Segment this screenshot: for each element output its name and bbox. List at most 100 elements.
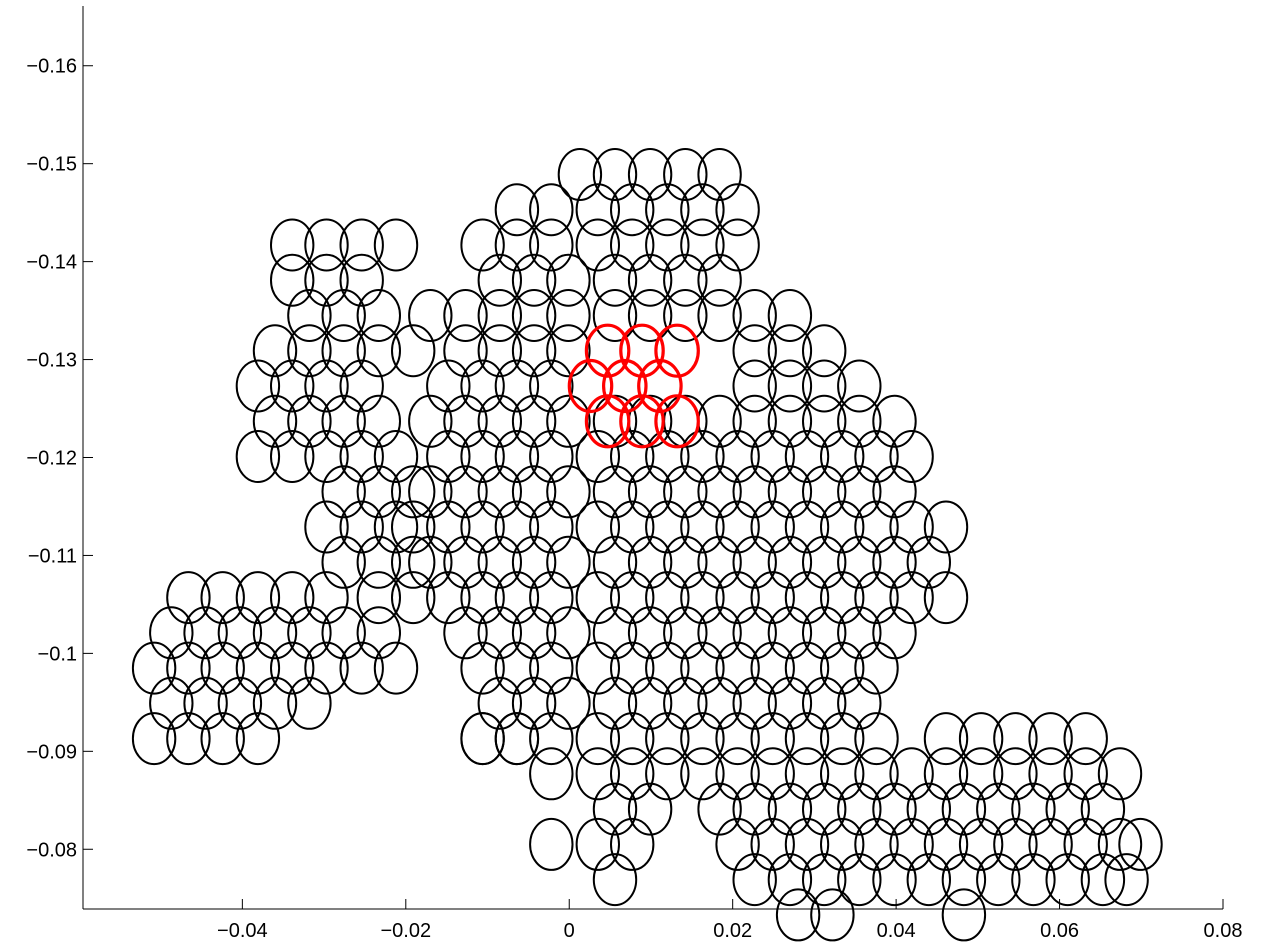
circle-point xyxy=(592,606,638,660)
circle-point xyxy=(854,430,899,483)
circle-point xyxy=(820,817,865,871)
circle-point xyxy=(680,641,725,695)
circle-point xyxy=(627,606,673,660)
circle-point xyxy=(993,747,1038,801)
circle-point xyxy=(715,218,760,272)
circle-point xyxy=(477,289,522,342)
circle-point xyxy=(339,253,384,307)
circle-point xyxy=(802,782,847,836)
circle-point xyxy=(321,465,366,519)
circle-point xyxy=(872,853,917,907)
circle-point xyxy=(575,712,620,766)
circle-point xyxy=(494,359,540,413)
circle-point xyxy=(356,394,401,448)
circle-point xyxy=(511,324,557,378)
circle-point xyxy=(270,430,315,483)
circle-point xyxy=(958,817,1004,871)
x-tick-label: 0.08 xyxy=(1204,920,1243,942)
circle-point xyxy=(750,430,795,483)
circle-point xyxy=(872,535,917,589)
circle-point xyxy=(627,253,673,307)
circle-point xyxy=(391,571,436,625)
circle-point xyxy=(575,430,620,483)
circle-point xyxy=(784,712,830,766)
circle-point xyxy=(356,465,401,519)
circle-point xyxy=(784,571,830,625)
circle-point xyxy=(557,148,603,201)
circle-point xyxy=(1028,712,1073,766)
circle-point xyxy=(494,641,540,695)
circle-point xyxy=(235,430,281,483)
circle-point xyxy=(575,218,620,272)
circle-point xyxy=(627,148,673,201)
circle-point xyxy=(663,253,708,307)
circle-point xyxy=(443,289,488,342)
circle-point xyxy=(784,641,830,695)
circle-point xyxy=(592,289,638,342)
circle-point xyxy=(339,359,384,413)
circle-point xyxy=(958,747,1004,801)
circle-point xyxy=(460,430,505,483)
circle-point xyxy=(304,500,349,554)
circle-point xyxy=(610,571,655,625)
circle-point xyxy=(715,500,760,554)
x-tick-label: 0.06 xyxy=(1040,920,1079,942)
circle-point xyxy=(575,571,620,625)
series-0 xyxy=(131,148,1163,942)
circle-point xyxy=(715,817,760,871)
circle-point xyxy=(200,571,245,625)
x-tick-label: 0.04 xyxy=(877,920,916,942)
y-tick-label: −0.1 xyxy=(38,643,77,665)
circle-point xyxy=(941,888,987,942)
circle-point xyxy=(477,676,522,730)
circle-point xyxy=(287,676,332,730)
circle-point xyxy=(1104,853,1149,907)
circle-point xyxy=(460,641,505,695)
circle-point xyxy=(235,641,281,695)
circle-point xyxy=(339,430,384,483)
circle-point xyxy=(131,712,177,766)
circle-point xyxy=(820,641,865,695)
y-tick-label: −0.15 xyxy=(26,154,77,176)
circle-point xyxy=(511,676,557,730)
circle-point xyxy=(584,323,631,378)
circle-point xyxy=(149,606,194,660)
circle-point xyxy=(837,394,882,448)
circle-point xyxy=(601,358,648,414)
y-tick-label: −0.16 xyxy=(26,56,77,78)
circle-point xyxy=(923,571,969,625)
circle-point xyxy=(837,359,882,413)
circle-point xyxy=(680,218,725,272)
circle-point xyxy=(546,535,591,589)
circle-point xyxy=(680,430,725,483)
circle-point xyxy=(732,465,777,519)
circle-point xyxy=(252,606,298,660)
circle-point xyxy=(645,712,690,766)
circle-point xyxy=(775,888,821,942)
circle-point xyxy=(923,747,969,801)
circle-point xyxy=(546,289,591,342)
circle-point xyxy=(1080,782,1126,836)
circle-point xyxy=(993,712,1038,766)
circle-point xyxy=(443,535,488,589)
circle-point xyxy=(767,324,813,378)
circle-point xyxy=(750,747,795,801)
circle-point xyxy=(529,430,574,483)
circle-point xyxy=(715,747,760,801)
circle-point xyxy=(321,324,366,378)
circle-point xyxy=(529,712,574,766)
circle-point xyxy=(784,500,830,554)
circle-point xyxy=(460,359,505,413)
y-tick-label: −0.09 xyxy=(26,741,77,763)
x-tick-label: 0.02 xyxy=(713,920,752,942)
circle-point xyxy=(426,430,471,483)
circle-point xyxy=(592,782,638,836)
circle-point xyxy=(304,218,349,272)
circle-point xyxy=(287,606,332,660)
circle-point xyxy=(494,430,540,483)
circle-point xyxy=(715,183,760,237)
x-axis-ticks: −0.04 −0.02 0 0.02 0.04 0.06 0.08 xyxy=(217,899,1242,942)
circle-point xyxy=(767,394,813,448)
circle-point xyxy=(750,712,795,766)
circle-point xyxy=(610,641,655,695)
